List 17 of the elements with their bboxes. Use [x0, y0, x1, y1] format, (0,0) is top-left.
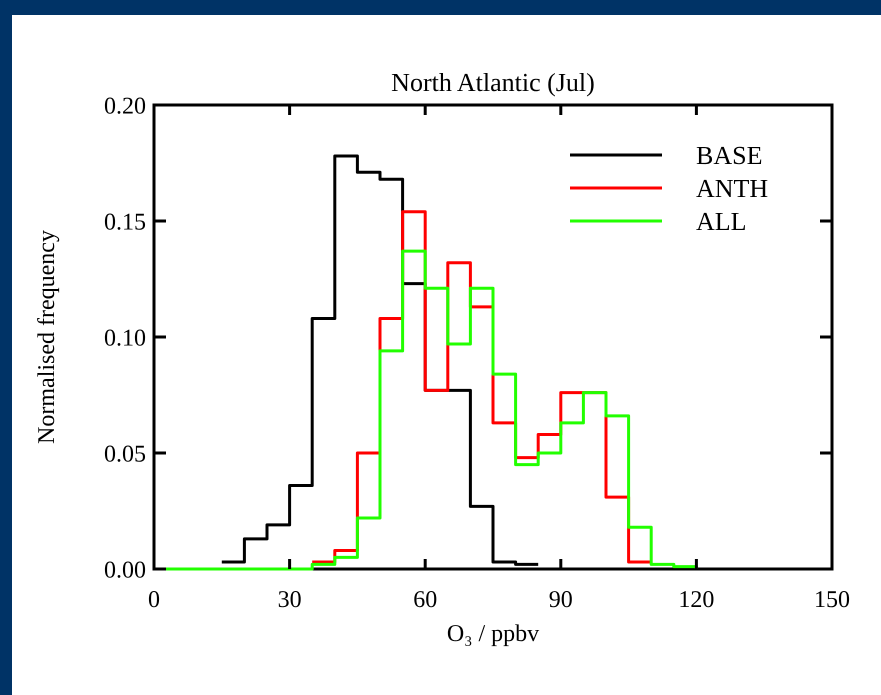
x-axis-title: O₃ / ppbv [446, 621, 540, 647]
y-tick-label: 0.05 [104, 441, 146, 468]
x-tick-label: 120 [678, 587, 714, 613]
y-tick-label: 0.00 [104, 557, 146, 584]
legend-label: ALL [696, 207, 747, 236]
y-tick-label: 0.20 [104, 93, 146, 120]
y-tick-label: 0.15 [104, 209, 146, 236]
x-tick-label: 150 [814, 587, 850, 613]
x-tick-label: 60 [413, 587, 438, 613]
legend-label: BASE [696, 141, 762, 170]
y-tick-label: 0.10 [104, 325, 146, 352]
x-tick-label: 30 [278, 587, 302, 613]
y-axis-title: Normalised frequency [34, 230, 60, 444]
x-tick-label: 90 [548, 587, 573, 613]
legend-label: ANTH [696, 174, 768, 204]
x-tick-label: 0 [148, 587, 160, 613]
chart-title: North Atlantic (Jul) [391, 68, 595, 97]
